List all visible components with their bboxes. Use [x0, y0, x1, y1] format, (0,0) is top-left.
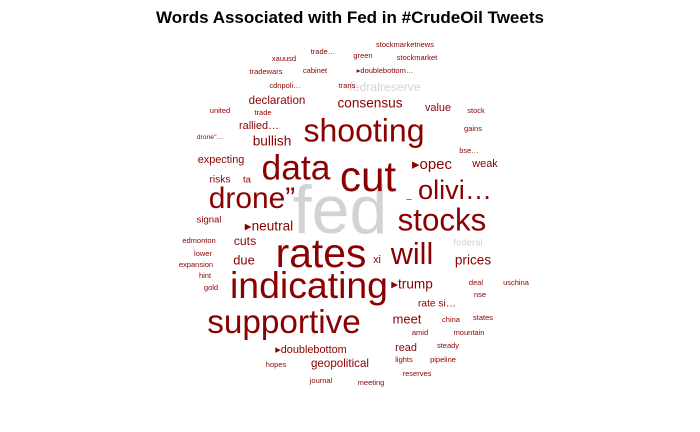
word-drone: drone” — [209, 182, 295, 215]
word-edmonton: edmonton — [182, 236, 215, 245]
word-hint: hint — [199, 271, 212, 280]
word-cdnpoli: cdnpoli… — [269, 81, 300, 90]
word-meeting: meeting — [358, 378, 385, 387]
word-trump: ▸trump — [391, 277, 433, 292]
word-states: states — [473, 313, 493, 322]
word-rates: rates — [276, 230, 367, 276]
word-cuts: cuts — [234, 234, 256, 248]
word-doublebottom: ▸doublebottom… — [357, 66, 414, 75]
word-value: value — [425, 102, 451, 114]
word-doublebottom: ▸doublebottom — [275, 344, 346, 356]
word-stockmarket: stockmarket — [397, 53, 438, 62]
word-rate-si: rate si… — [418, 299, 456, 310]
word-fedralreserve: fedralreserve — [349, 80, 420, 94]
word-bse: bse… — [459, 146, 479, 155]
word-steady: steady — [437, 341, 459, 350]
word-tradewars: tradewars — [250, 67, 283, 76]
word-rallied: rallied… — [239, 120, 279, 132]
word-nse: nse — [474, 290, 486, 299]
word-fed: fed — [293, 172, 388, 248]
word-neutral: ▸neutral — [245, 219, 293, 234]
word-lights: lights — [395, 355, 413, 364]
word-uschina: uschina — [503, 278, 530, 287]
word-mark: – — [406, 194, 412, 205]
word-green: green — [353, 51, 372, 60]
word-china: china — [442, 315, 461, 324]
word-olivi: olivi… — [418, 174, 492, 205]
word-gains: gains — [464, 124, 482, 133]
word-data: data — [262, 147, 331, 187]
word-weak: weak — [471, 158, 498, 170]
word-will: will — [390, 237, 434, 271]
word-pipeline: pipeline — [430, 355, 456, 364]
word-indicating: indicating — [230, 264, 388, 306]
word-mountain: mountain — [454, 328, 485, 337]
word-due: due — [233, 252, 255, 267]
word-shooting: shooting — [304, 112, 425, 148]
word-xauusd: xauusd — [272, 54, 296, 63]
word-cabinet: cabinet — [303, 66, 328, 75]
chart-title: Words Associated with Fed in #CrudeOil T… — [156, 8, 544, 27]
word-consensus: consensus — [338, 96, 403, 111]
word-ta: ta — [243, 175, 252, 186]
word-stock: stock — [467, 106, 485, 115]
word-signal: signal — [197, 215, 222, 226]
word-expecting: expecting — [198, 154, 245, 166]
word-trade: trade… — [311, 47, 336, 56]
word-cut: cut — [340, 153, 397, 200]
word-geopolitical: geopolitical — [311, 357, 369, 370]
word-supportive: supportive — [207, 304, 361, 341]
word-prices: prices — [455, 253, 491, 268]
word-read: read — [395, 342, 417, 354]
word-stocks: stocks — [398, 202, 487, 237]
word-meet: meet — [393, 311, 422, 326]
word-federal: federal — [453, 238, 482, 249]
word-trade: trade — [254, 108, 271, 117]
word-reserves: reserves — [403, 369, 432, 378]
word-risks: risks — [210, 175, 231, 186]
word-trans: trans — [339, 81, 356, 90]
word-bullish: bullish — [253, 134, 292, 149]
word-amid: amid — [412, 328, 428, 337]
word-stockmarketnews: stockmarketnews — [376, 40, 434, 49]
word-hopes: hopes — [266, 360, 287, 369]
word-drone: drone"… — [197, 134, 224, 141]
word-opec: ▸opec — [412, 156, 453, 173]
word-declaration: declaration — [249, 94, 306, 107]
word-deal: deal — [469, 278, 484, 287]
word-expansion: expansion — [179, 260, 213, 269]
word-xi: xi — [373, 254, 381, 266]
word-journal: journal — [309, 376, 333, 385]
word-lower: lower — [194, 249, 212, 258]
word-gold: gold — [204, 283, 218, 292]
word-united: united — [210, 106, 230, 115]
